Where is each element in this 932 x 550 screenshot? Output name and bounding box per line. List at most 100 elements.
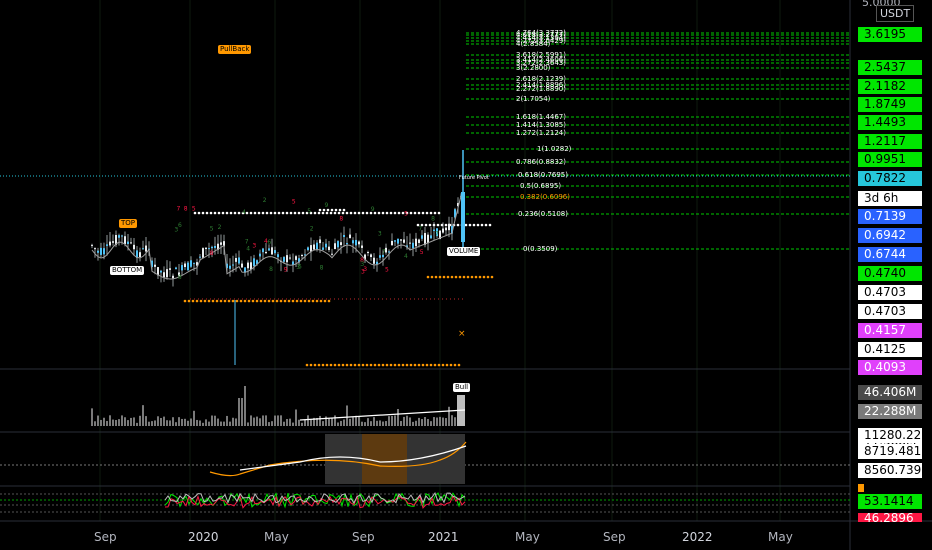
rsi-indicator xyxy=(0,492,850,513)
volume-bar xyxy=(154,420,156,426)
price-scale-tag: 0.4157 xyxy=(858,323,922,338)
volume-bar xyxy=(145,416,147,426)
fib-level-label: 1(1.0282) xyxy=(537,145,572,153)
resistance-dot xyxy=(237,211,241,215)
volume-bar xyxy=(373,417,375,426)
candle-body xyxy=(193,262,195,264)
support-dot xyxy=(219,299,223,303)
support-dot xyxy=(462,275,466,279)
sequence-mark: 9 xyxy=(284,267,288,274)
candle-body xyxy=(304,254,306,256)
sequence-mark: 5 xyxy=(307,208,311,215)
volume-bar xyxy=(106,420,108,426)
candle-body xyxy=(163,272,165,278)
volume-bar xyxy=(274,415,276,426)
candle-body xyxy=(232,264,234,266)
support-dot xyxy=(353,363,357,367)
support-dot xyxy=(401,363,405,367)
resistance-dot xyxy=(257,211,261,215)
future-pivot-label: Future Pivot xyxy=(459,175,489,181)
volume-bar xyxy=(385,421,387,426)
sequence-mark: 9 xyxy=(371,206,375,213)
candle-body xyxy=(295,256,297,260)
sequence-mark: 8 xyxy=(360,257,364,264)
resistance-dot xyxy=(333,211,337,215)
resistance-dot xyxy=(241,211,245,215)
volume-bar xyxy=(121,415,123,426)
support-dot xyxy=(377,363,381,367)
resistance-dot xyxy=(444,223,448,227)
support-dot xyxy=(279,299,283,303)
support-dot xyxy=(490,275,494,279)
resistance-dot xyxy=(329,211,333,215)
volume-bar xyxy=(133,417,135,426)
support-dot xyxy=(223,299,227,303)
candle-body xyxy=(217,243,219,250)
candle-body xyxy=(94,248,96,250)
resistance-dot xyxy=(289,211,293,215)
resistance-dot xyxy=(337,211,341,215)
resistance-dot xyxy=(341,211,345,215)
volume-bar xyxy=(451,415,453,426)
sequence-mark: 2 xyxy=(310,225,314,232)
support-dot xyxy=(267,299,271,303)
candle-body xyxy=(397,238,399,244)
candle-body xyxy=(439,230,441,239)
volume-bar xyxy=(97,415,99,426)
support-dot xyxy=(283,299,287,303)
volume-bar xyxy=(199,420,201,426)
volume-bar xyxy=(226,415,228,426)
volume-bar xyxy=(361,421,363,426)
support-dot xyxy=(333,363,337,367)
resistance-dot xyxy=(321,211,325,215)
resistance-dot xyxy=(318,208,322,212)
candle-body xyxy=(265,251,267,254)
candle-body xyxy=(424,233,426,245)
support-dot xyxy=(474,275,478,279)
resistance-dot xyxy=(488,223,492,227)
volume-bar xyxy=(184,418,186,426)
volume-ma-line xyxy=(299,409,466,421)
support-dot xyxy=(231,299,235,303)
volume-bar xyxy=(148,421,150,426)
support-dot xyxy=(303,299,307,303)
sequence-mark: 3 xyxy=(252,242,256,249)
support-dot xyxy=(195,299,199,303)
candle-body xyxy=(436,228,438,237)
sequence-mark: 8 xyxy=(178,274,182,281)
resistance-dot xyxy=(397,211,401,215)
candle-body xyxy=(172,275,174,279)
volume-bar xyxy=(217,418,219,426)
resistance-dot xyxy=(436,223,440,227)
candle-body xyxy=(127,241,129,245)
currency-button[interactable]: USDT xyxy=(876,5,915,22)
support-dot xyxy=(263,299,267,303)
resistance-dot xyxy=(229,211,233,215)
volume-bar xyxy=(169,420,171,426)
volume-bar xyxy=(181,418,183,426)
candle-body xyxy=(415,238,417,247)
obv-line xyxy=(209,441,467,477)
price-scale-tag: 1.2117 xyxy=(858,134,922,149)
candle-body xyxy=(142,248,144,250)
candle-body xyxy=(184,263,186,268)
rsi-signal xyxy=(164,494,466,509)
candle-body xyxy=(448,223,450,231)
resistance-dot xyxy=(293,211,297,215)
support-dot xyxy=(309,363,313,367)
volume-bar xyxy=(220,421,222,426)
support-dot xyxy=(438,275,442,279)
volume-bar xyxy=(370,421,372,426)
volume-bar xyxy=(367,418,369,426)
volume-bar xyxy=(439,416,441,426)
sequence-mark: 3 xyxy=(360,261,364,268)
candle-body xyxy=(277,254,279,258)
resistance-dot xyxy=(269,211,273,215)
support-dot xyxy=(271,299,275,303)
volume-bar xyxy=(100,419,102,426)
volume-bar xyxy=(118,419,120,426)
resistance-dot xyxy=(309,211,313,215)
volume-bar xyxy=(151,421,153,426)
volume-bar xyxy=(298,419,300,426)
